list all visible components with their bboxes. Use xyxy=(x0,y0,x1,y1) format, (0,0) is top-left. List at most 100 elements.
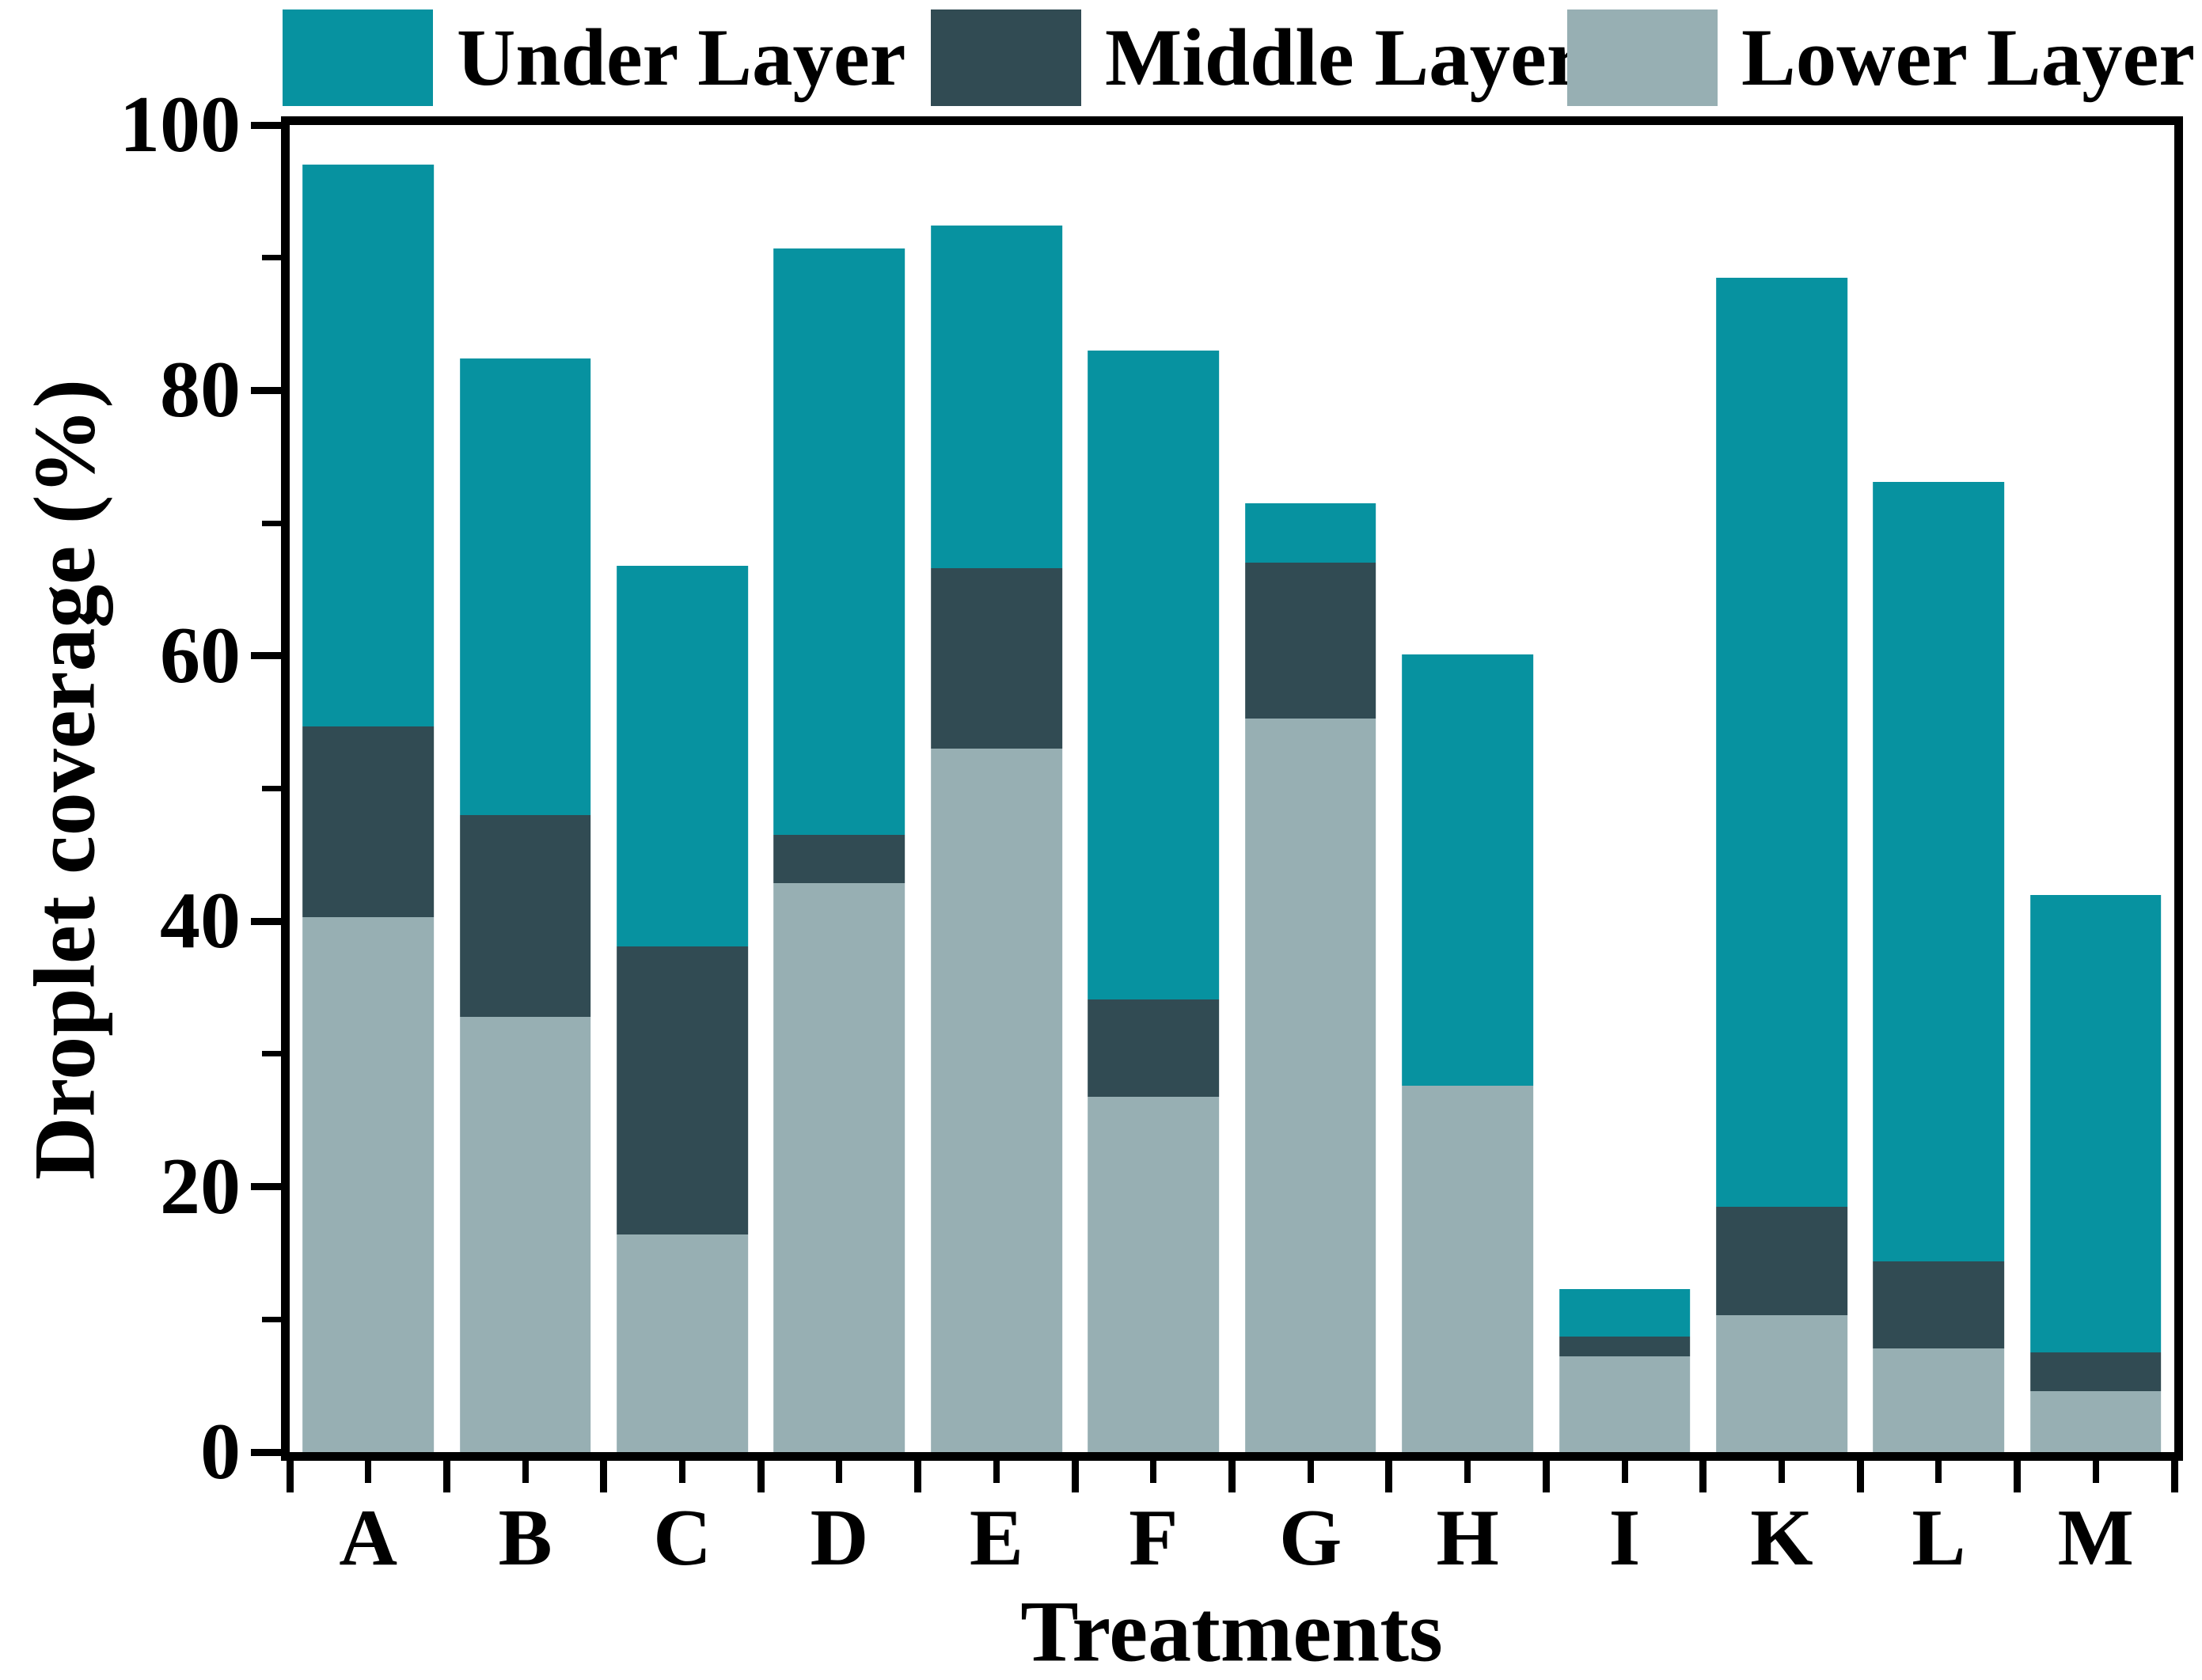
bar-segment-M-middle-layer xyxy=(2029,1352,2162,1391)
x-minor-tick-G xyxy=(1307,1461,1314,1483)
y-tick-label-100: 100 xyxy=(120,80,241,169)
bar-stack-G xyxy=(1244,125,1376,1452)
y-minor-tick-70 xyxy=(262,520,281,526)
x-major-tick-11 xyxy=(2014,1461,2022,1492)
x-tick-label-E: E xyxy=(969,1493,1023,1583)
y-major-tick-100 xyxy=(251,121,281,129)
y-tick-label-0: 0 xyxy=(200,1407,241,1496)
y-minor-tick-30 xyxy=(262,1051,281,1057)
bar-segment-L-under-layer xyxy=(1873,482,2005,1261)
bar-stack-F xyxy=(1088,125,1220,1452)
bar-column-D xyxy=(761,125,917,1452)
bar-column-A xyxy=(290,125,446,1452)
bar-stack-C xyxy=(617,125,748,1452)
y-tick-label-20: 20 xyxy=(160,1141,241,1231)
bar-segment-D-lower-layer xyxy=(773,882,905,1452)
bar-stack-E xyxy=(931,125,1062,1452)
bar-segment-E-middle-layer xyxy=(931,568,1062,749)
bar-segment-I-under-layer xyxy=(1558,1288,1691,1337)
x-major-tick-4 xyxy=(914,1461,922,1492)
y-major-tick-20 xyxy=(251,1183,281,1191)
x-major-tick-12 xyxy=(2170,1461,2178,1492)
bar-stack-I xyxy=(1558,125,1691,1452)
x-major-tick-0 xyxy=(286,1461,294,1492)
x-tick-label-B: B xyxy=(498,1493,552,1583)
bar-stack-H xyxy=(1402,125,1533,1452)
bar-segment-L-middle-layer xyxy=(1873,1261,2005,1349)
x-major-tick-10 xyxy=(1856,1461,1864,1492)
y-minor-tick-10 xyxy=(262,1316,281,1322)
legend-label-middle-layer: Middle Layer xyxy=(1105,12,1583,103)
legend-item-under-layer: Under Layer xyxy=(283,9,905,106)
bar-column-L xyxy=(1860,125,2017,1452)
bar-stack-L xyxy=(1873,125,2005,1452)
bar-stack-D xyxy=(773,125,905,1452)
x-minor-tick-D xyxy=(836,1461,843,1483)
legend-item-lower-layer: Lower Layer xyxy=(1567,9,2195,106)
bar-column-M xyxy=(2018,125,2174,1452)
y-minor-tick-90 xyxy=(262,255,281,261)
bar-segment-G-under-layer xyxy=(1244,502,1376,563)
bar-segment-K-middle-layer xyxy=(1716,1206,1847,1316)
bar-column-K xyxy=(1703,125,1860,1452)
y-major-tick-80 xyxy=(251,386,281,394)
x-minor-tick-K xyxy=(1778,1461,1785,1483)
y-axis-title: Droplet coverage (%) xyxy=(16,378,113,1181)
x-minor-tick-E xyxy=(993,1461,1000,1483)
bar-column-F xyxy=(1075,125,1232,1452)
x-minor-tick-L xyxy=(1935,1461,1942,1483)
legend-item-middle-layer: Middle Layer xyxy=(931,9,1583,106)
x-tick-label-M: M xyxy=(2057,1493,2134,1583)
x-minor-tick-B xyxy=(522,1461,529,1483)
x-minor-tick-C xyxy=(679,1461,686,1483)
x-tick-label-C: C xyxy=(653,1493,712,1583)
x-tick-label-F: F xyxy=(1129,1493,1179,1583)
bar-stack-A xyxy=(302,125,435,1452)
x-major-tick-5 xyxy=(1071,1461,1079,1492)
legend-label-under-layer: Under Layer xyxy=(457,12,906,103)
x-tick-label-D: D xyxy=(810,1493,869,1583)
bar-segment-I-lower-layer xyxy=(1558,1356,1691,1452)
bar-stack-K xyxy=(1716,125,1847,1452)
bar-segment-L-lower-layer xyxy=(1873,1348,2005,1452)
bar-segment-K-lower-layer xyxy=(1716,1315,1847,1452)
x-tick-label-H: H xyxy=(1436,1493,1499,1583)
y-major-tick-60 xyxy=(251,652,281,660)
bar-segment-M-lower-layer xyxy=(2029,1390,2162,1452)
bar-segment-F-lower-layer xyxy=(1088,1096,1220,1452)
bar-segment-C-under-layer xyxy=(617,565,748,947)
x-tick-label-K: K xyxy=(1750,1493,1813,1583)
bar-column-G xyxy=(1232,125,1389,1452)
bar-column-H xyxy=(1389,125,1546,1452)
bar-segment-C-middle-layer xyxy=(617,946,748,1234)
bar-segment-B-middle-layer xyxy=(459,815,591,1017)
x-minor-tick-A xyxy=(365,1461,372,1483)
bar-column-E xyxy=(918,125,1075,1452)
x-major-tick-7 xyxy=(1385,1461,1393,1492)
x-tick-label-G: G xyxy=(1279,1493,1342,1583)
bar-segment-I-middle-layer xyxy=(1558,1337,1691,1357)
bar-segment-C-lower-layer xyxy=(617,1234,748,1452)
x-minor-tick-H xyxy=(1464,1461,1471,1483)
legend-swatch-middle-layer xyxy=(931,9,1081,106)
x-major-tick-2 xyxy=(600,1461,608,1492)
x-major-tick-6 xyxy=(1228,1461,1236,1492)
legend-swatch-lower-layer xyxy=(1567,9,1718,106)
x-major-tick-9 xyxy=(1699,1461,1707,1492)
bar-segment-K-under-layer xyxy=(1716,277,1847,1207)
bar-segment-E-under-layer xyxy=(931,226,1062,569)
x-tick-label-A: A xyxy=(339,1493,398,1583)
bar-segment-G-lower-layer xyxy=(1244,718,1376,1452)
bar-segment-E-lower-layer xyxy=(931,749,1062,1452)
bar-segment-D-under-layer xyxy=(773,248,905,836)
bar-segment-H-under-layer xyxy=(1402,654,1533,1087)
x-tick-label-I: I xyxy=(1608,1493,1641,1583)
bar-segment-F-middle-layer xyxy=(1088,999,1220,1097)
bar-column-C xyxy=(604,125,761,1452)
x-major-tick-3 xyxy=(757,1461,765,1492)
bar-segment-M-under-layer xyxy=(2029,894,2162,1353)
y-tick-label-40: 40 xyxy=(160,876,241,966)
bar-segment-F-under-layer xyxy=(1088,351,1220,1000)
x-minor-tick-M xyxy=(2092,1461,2099,1483)
